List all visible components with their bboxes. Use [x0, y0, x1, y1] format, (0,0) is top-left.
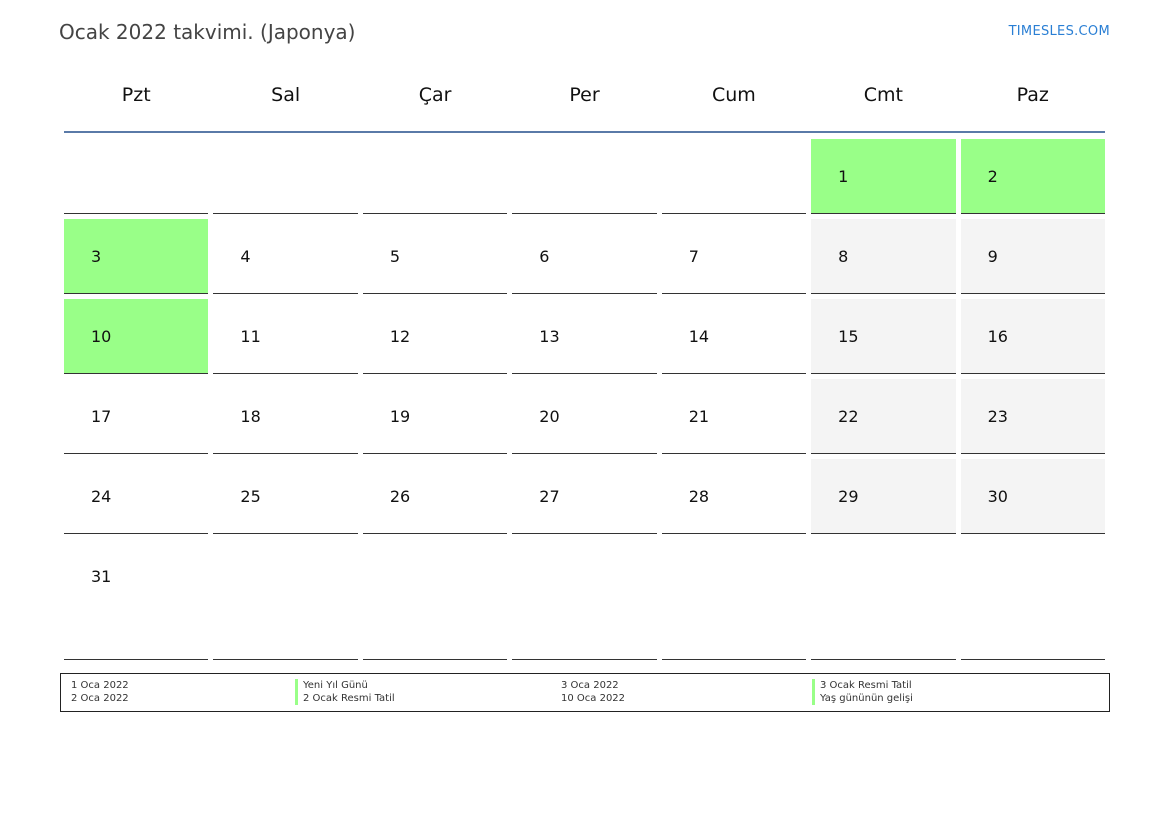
day-number: 14: [688, 327, 710, 346]
page-title: Ocak 2022 takvimi. (Japonya): [59, 20, 356, 44]
legend-date: 1 Oca 2022: [71, 680, 129, 691]
holiday-legend: 1 Oca 2022 2 Oca 2022 Yeni Yıl Günü 2 Oc…: [60, 673, 1110, 712]
day-number: 30: [987, 487, 1008, 506]
weekday-thu: Per: [569, 84, 600, 106]
day-number: 26: [389, 487, 411, 506]
day-number: 9: [987, 247, 998, 266]
legend-holiday: Yaş gününün gelişi: [812, 692, 913, 705]
day-number: 31: [91, 567, 112, 586]
day-number: 11: [240, 327, 261, 346]
legend-names-1: Yeni Yıl Günü 2 Ocak Resmi Tatil: [295, 679, 395, 705]
empty-cell: [960, 539, 1105, 660]
weekday-sun: Paz: [1016, 84, 1049, 106]
empty-cell: [64, 139, 209, 214]
weekday-tue: Sal: [271, 84, 301, 106]
legend-dates-1: 1 Oca 2022 2 Oca 2022: [71, 679, 129, 705]
day-number: 17: [91, 407, 112, 426]
day-cell[interactable]: 6: [512, 219, 657, 294]
day-cell[interactable]: 27: [512, 459, 657, 534]
day-number: 7: [688, 247, 699, 266]
day-cell[interactable]: 18: [213, 379, 358, 454]
day-cell[interactable]: 29: [811, 459, 956, 534]
day-number: 13: [539, 327, 560, 346]
empty-cell: [213, 139, 358, 214]
weekday-mon: Pzt: [121, 84, 151, 106]
day-cell[interactable]: 25: [213, 459, 358, 534]
empty-cell: [661, 539, 807, 660]
day-number: 22: [838, 407, 859, 426]
day-number: 25: [240, 487, 261, 506]
day-cell[interactable]: 4: [213, 219, 358, 294]
day-number: 18: [240, 407, 261, 426]
day-number: 8: [838, 247, 849, 266]
day-cell[interactable]: 11: [213, 299, 358, 374]
legend-holiday: 2 Ocak Resmi Tatil: [295, 692, 395, 705]
day-cell[interactable]: 26: [362, 459, 508, 534]
day-cell[interactable]: 23: [960, 379, 1105, 454]
day-cell[interactable]: 5: [362, 219, 508, 294]
calendar-grid: 1 2 3 4 5 6 7 8 9 10 11 12 13 14 15 16 17 18 19 20 21 22 23 24 2…: [64, 139, 1105, 660]
day-number: 24: [91, 487, 112, 506]
day-number: 6: [539, 247, 550, 266]
empty-cell: [512, 139, 657, 214]
day-cell[interactable]: 8: [811, 219, 956, 294]
weekday-wed: Çar: [418, 84, 452, 106]
day-number: 27: [539, 487, 560, 506]
empty-cell: [362, 139, 508, 214]
day-cell[interactable]: 7: [661, 219, 807, 294]
empty-cell: [512, 539, 657, 660]
empty-cell: [213, 539, 358, 660]
day-cell[interactable]: 13: [512, 299, 657, 374]
day-cell[interactable]: 10: [64, 299, 209, 374]
day-number: 1: [838, 167, 849, 186]
day-number: 21: [688, 407, 710, 426]
day-cell[interactable]: 14: [661, 299, 807, 374]
day-number: 19: [389, 407, 411, 426]
legend-holiday: Yeni Yıl Günü: [295, 679, 395, 692]
empty-cell: [811, 539, 956, 660]
day-cell[interactable]: 21: [661, 379, 807, 454]
day-number: 4: [240, 247, 251, 266]
day-number: 16: [987, 327, 1008, 346]
day-cell[interactable]: 12: [362, 299, 508, 374]
day-number: 12: [389, 327, 411, 346]
day-cell[interactable]: 30: [960, 459, 1105, 534]
empty-cell: [661, 139, 807, 214]
day-number: 15: [838, 327, 859, 346]
day-cell[interactable]: 31: [64, 539, 209, 660]
day-number: 23: [987, 407, 1008, 426]
weekday-sat: Cmt: [863, 84, 903, 106]
legend-holiday: 3 Ocak Resmi Tatil: [812, 679, 913, 692]
day-number: 5: [389, 247, 401, 266]
day-cell[interactable]: 22: [811, 379, 956, 454]
legend-date: 2 Oca 2022: [71, 693, 129, 704]
brand-link[interactable]: TIMESLES.COM: [1008, 24, 1110, 39]
legend-names-2: 3 Ocak Resmi Tatil Yaş gününün gelişi: [812, 679, 913, 705]
day-cell[interactable]: 28: [661, 459, 807, 534]
day-number: 3: [91, 247, 102, 266]
day-cell[interactable]: 15: [811, 299, 956, 374]
day-cell[interactable]: 2: [960, 139, 1105, 214]
header-divider: [64, 131, 1105, 133]
weekday-header: Pzt Sal Çar Per Cum Cmt Paz: [64, 84, 1105, 106]
legend-date: 3 Oca 2022: [561, 680, 619, 691]
day-cell[interactable]: 16: [960, 299, 1105, 374]
day-cell[interactable]: 9: [960, 219, 1105, 294]
day-number: 28: [688, 487, 710, 506]
day-number: 10: [91, 327, 112, 346]
day-cell[interactable]: 19: [362, 379, 508, 454]
day-cell[interactable]: 1: [811, 139, 956, 214]
day-cell[interactable]: 17: [64, 379, 209, 454]
legend-date: 10 Oca 2022: [561, 693, 626, 704]
day-number: 2: [987, 167, 998, 186]
day-number: 20: [539, 407, 560, 426]
day-cell[interactable]: 24: [64, 459, 209, 534]
weekday-fri: Cum: [712, 84, 756, 106]
empty-cell: [362, 539, 508, 660]
day-number: 29: [838, 487, 859, 506]
legend-dates-2: 3 Oca 2022 10 Oca 2022: [561, 679, 625, 705]
day-cell[interactable]: 20: [512, 379, 657, 454]
day-cell[interactable]: 3: [64, 219, 209, 294]
